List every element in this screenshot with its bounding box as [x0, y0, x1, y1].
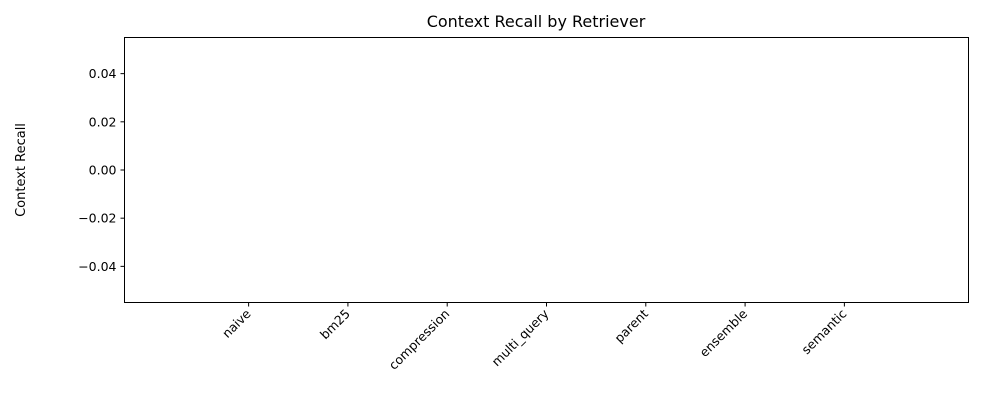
- x-tick-label: bm25: [317, 306, 353, 342]
- x-tick-label: compression: [386, 306, 453, 373]
- x-tick-label: naive: [219, 306, 254, 341]
- y-tick-label: 0.04: [89, 66, 117, 81]
- y-tick-label: −0.04: [78, 259, 116, 274]
- y-tick-label: −0.02: [78, 211, 116, 226]
- x-tick-label: multi_query: [488, 306, 552, 370]
- plot-frame: [124, 37, 969, 303]
- x-tick-label: ensemble: [696, 306, 750, 360]
- y-tick-label: 0.02: [89, 114, 117, 129]
- x-tick-label: semantic: [798, 306, 849, 357]
- ticks-group: −0.04 −0.02 0.00 0.02 0.04 naive bm25 compressi…: [78, 66, 849, 373]
- x-tick-label: parent: [611, 306, 651, 346]
- y-axis-label: Context Recall: [14, 123, 29, 217]
- y-tick-label: 0.00: [89, 163, 117, 178]
- chart-title: Context Recall by Retriever: [427, 12, 646, 31]
